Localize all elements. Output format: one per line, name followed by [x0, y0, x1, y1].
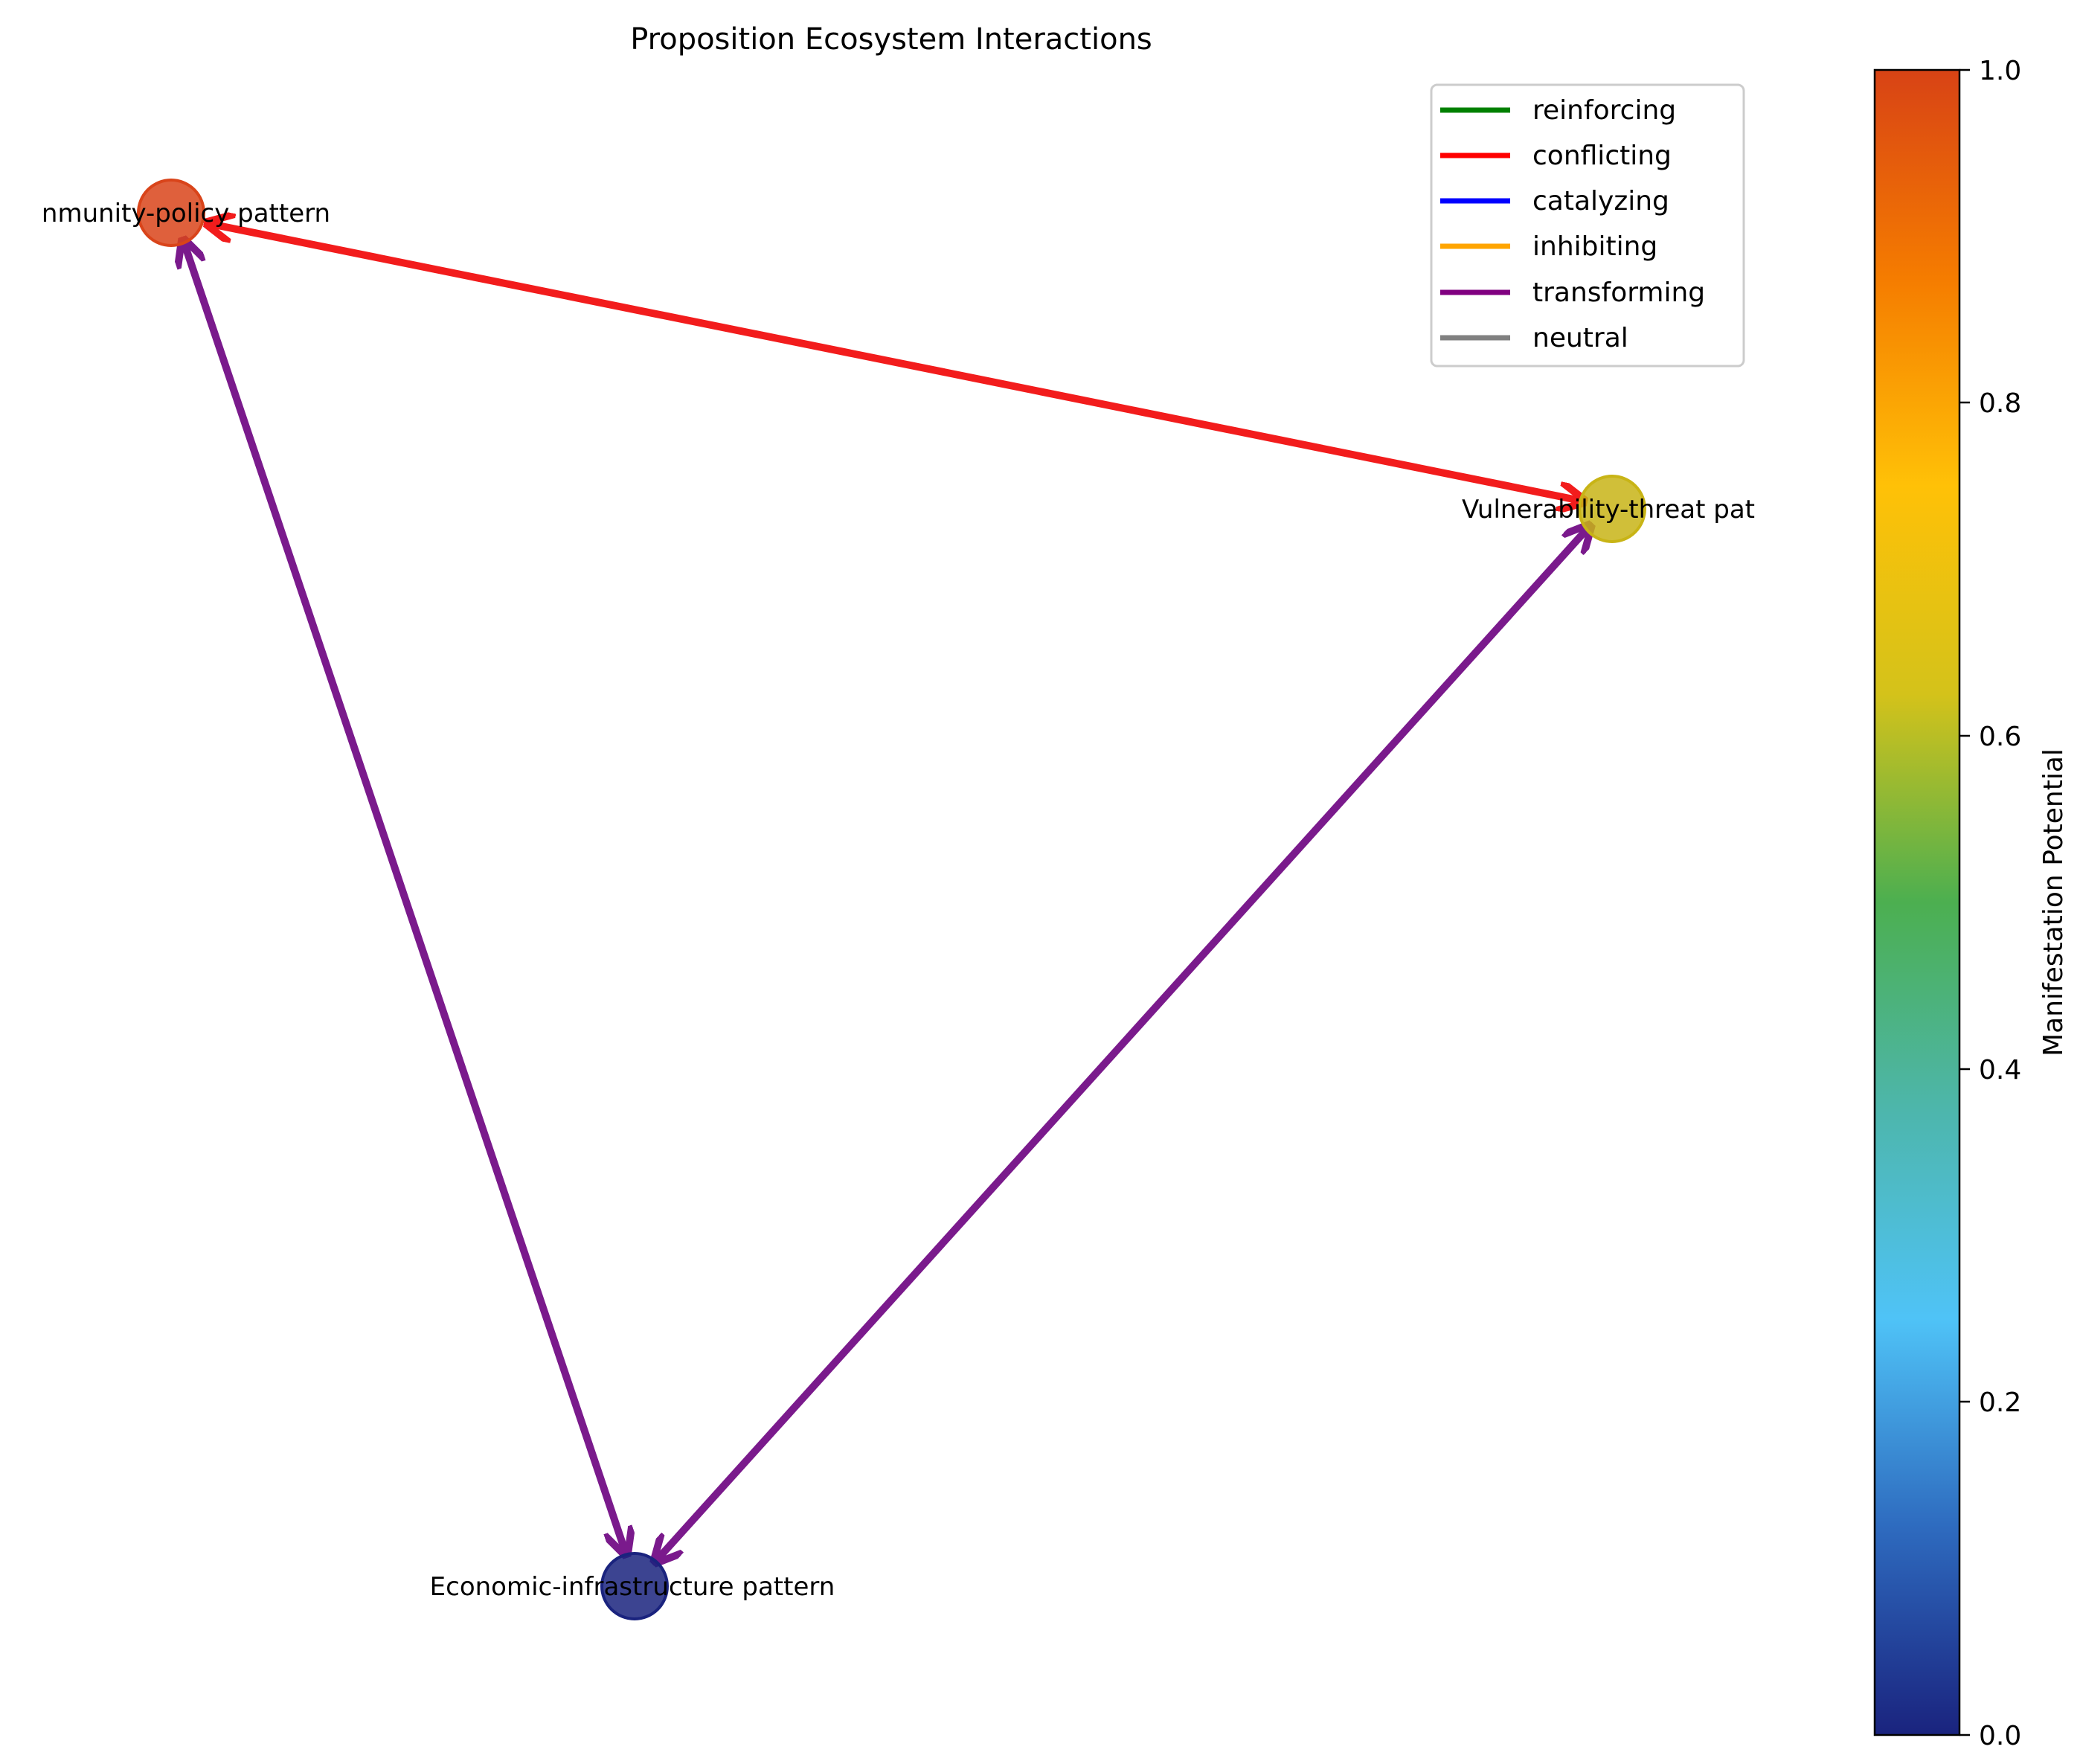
legend-item-transforming: transforming — [1440, 278, 1705, 308]
legend-item-catalyzing: catalyzing — [1440, 186, 1669, 217]
legend-item-reinforcing: reinforcing — [1440, 95, 1676, 126]
legend-label: reinforcing — [1532, 95, 1676, 126]
colorbar-tick-label: 0.4 — [1979, 1055, 2021, 1085]
colorbar-tick-label: 0.6 — [1979, 722, 2021, 752]
edge-community-economic — [183, 240, 626, 1555]
node-label-economic-infrastructure: Economic-infrastructure pattern — [430, 1572, 835, 1602]
legend-label: neutral — [1532, 323, 1628, 353]
node-community-policy — [137, 179, 205, 247]
colorbar-tick-label: 1.0 — [1979, 56, 2021, 86]
legend-item-inhibiting: inhibiting — [1440, 231, 1657, 262]
chart-title: Proposition Ecosystem Interactions — [630, 22, 1152, 57]
legend-item-conflicting: conflicting — [1440, 141, 1672, 171]
legend-label: catalyzing — [1532, 186, 1669, 217]
legend-label: transforming — [1532, 278, 1705, 308]
colorbar-tick-label: 0.2 — [1979, 1388, 2021, 1418]
legend-label: inhibiting — [1532, 231, 1657, 262]
colorbar-ticks: 0.0 0.2 0.4 0.6 0.8 1.0 — [1959, 56, 2021, 1751]
edge-vulnerability-economic — [655, 525, 1591, 1562]
nodes: nmunity-policy pattern Vulnerability-thr… — [42, 179, 1755, 1620]
legend-label: conflicting — [1532, 141, 1672, 171]
edge-community-vulnerability — [207, 223, 1585, 501]
node-economic-infrastructure — [600, 1552, 669, 1620]
node-label-community-policy: nmunity-policy pattern — [42, 199, 330, 228]
edges — [183, 223, 1591, 1562]
colorbar-tick-label: 0.0 — [1979, 1721, 2021, 1751]
legend-item-neutral: neutral — [1440, 323, 1628, 353]
colorbar-gradient — [1873, 68, 1961, 1736]
colorbar-tick-label: 0.8 — [1979, 388, 2021, 419]
colorbar: 0.0 0.2 0.4 0.6 0.8 1.0 Manifestation Po… — [1873, 56, 2069, 1751]
colorbar-label: Manifestation Potential — [2038, 748, 2069, 1056]
node-label-vulnerability-threat: Vulnerability-threat pat — [1462, 495, 1755, 525]
legend: reinforcing conflicting catalyzing inhib… — [1430, 83, 1745, 368]
node-vulnerability-threat — [1578, 475, 1646, 543]
